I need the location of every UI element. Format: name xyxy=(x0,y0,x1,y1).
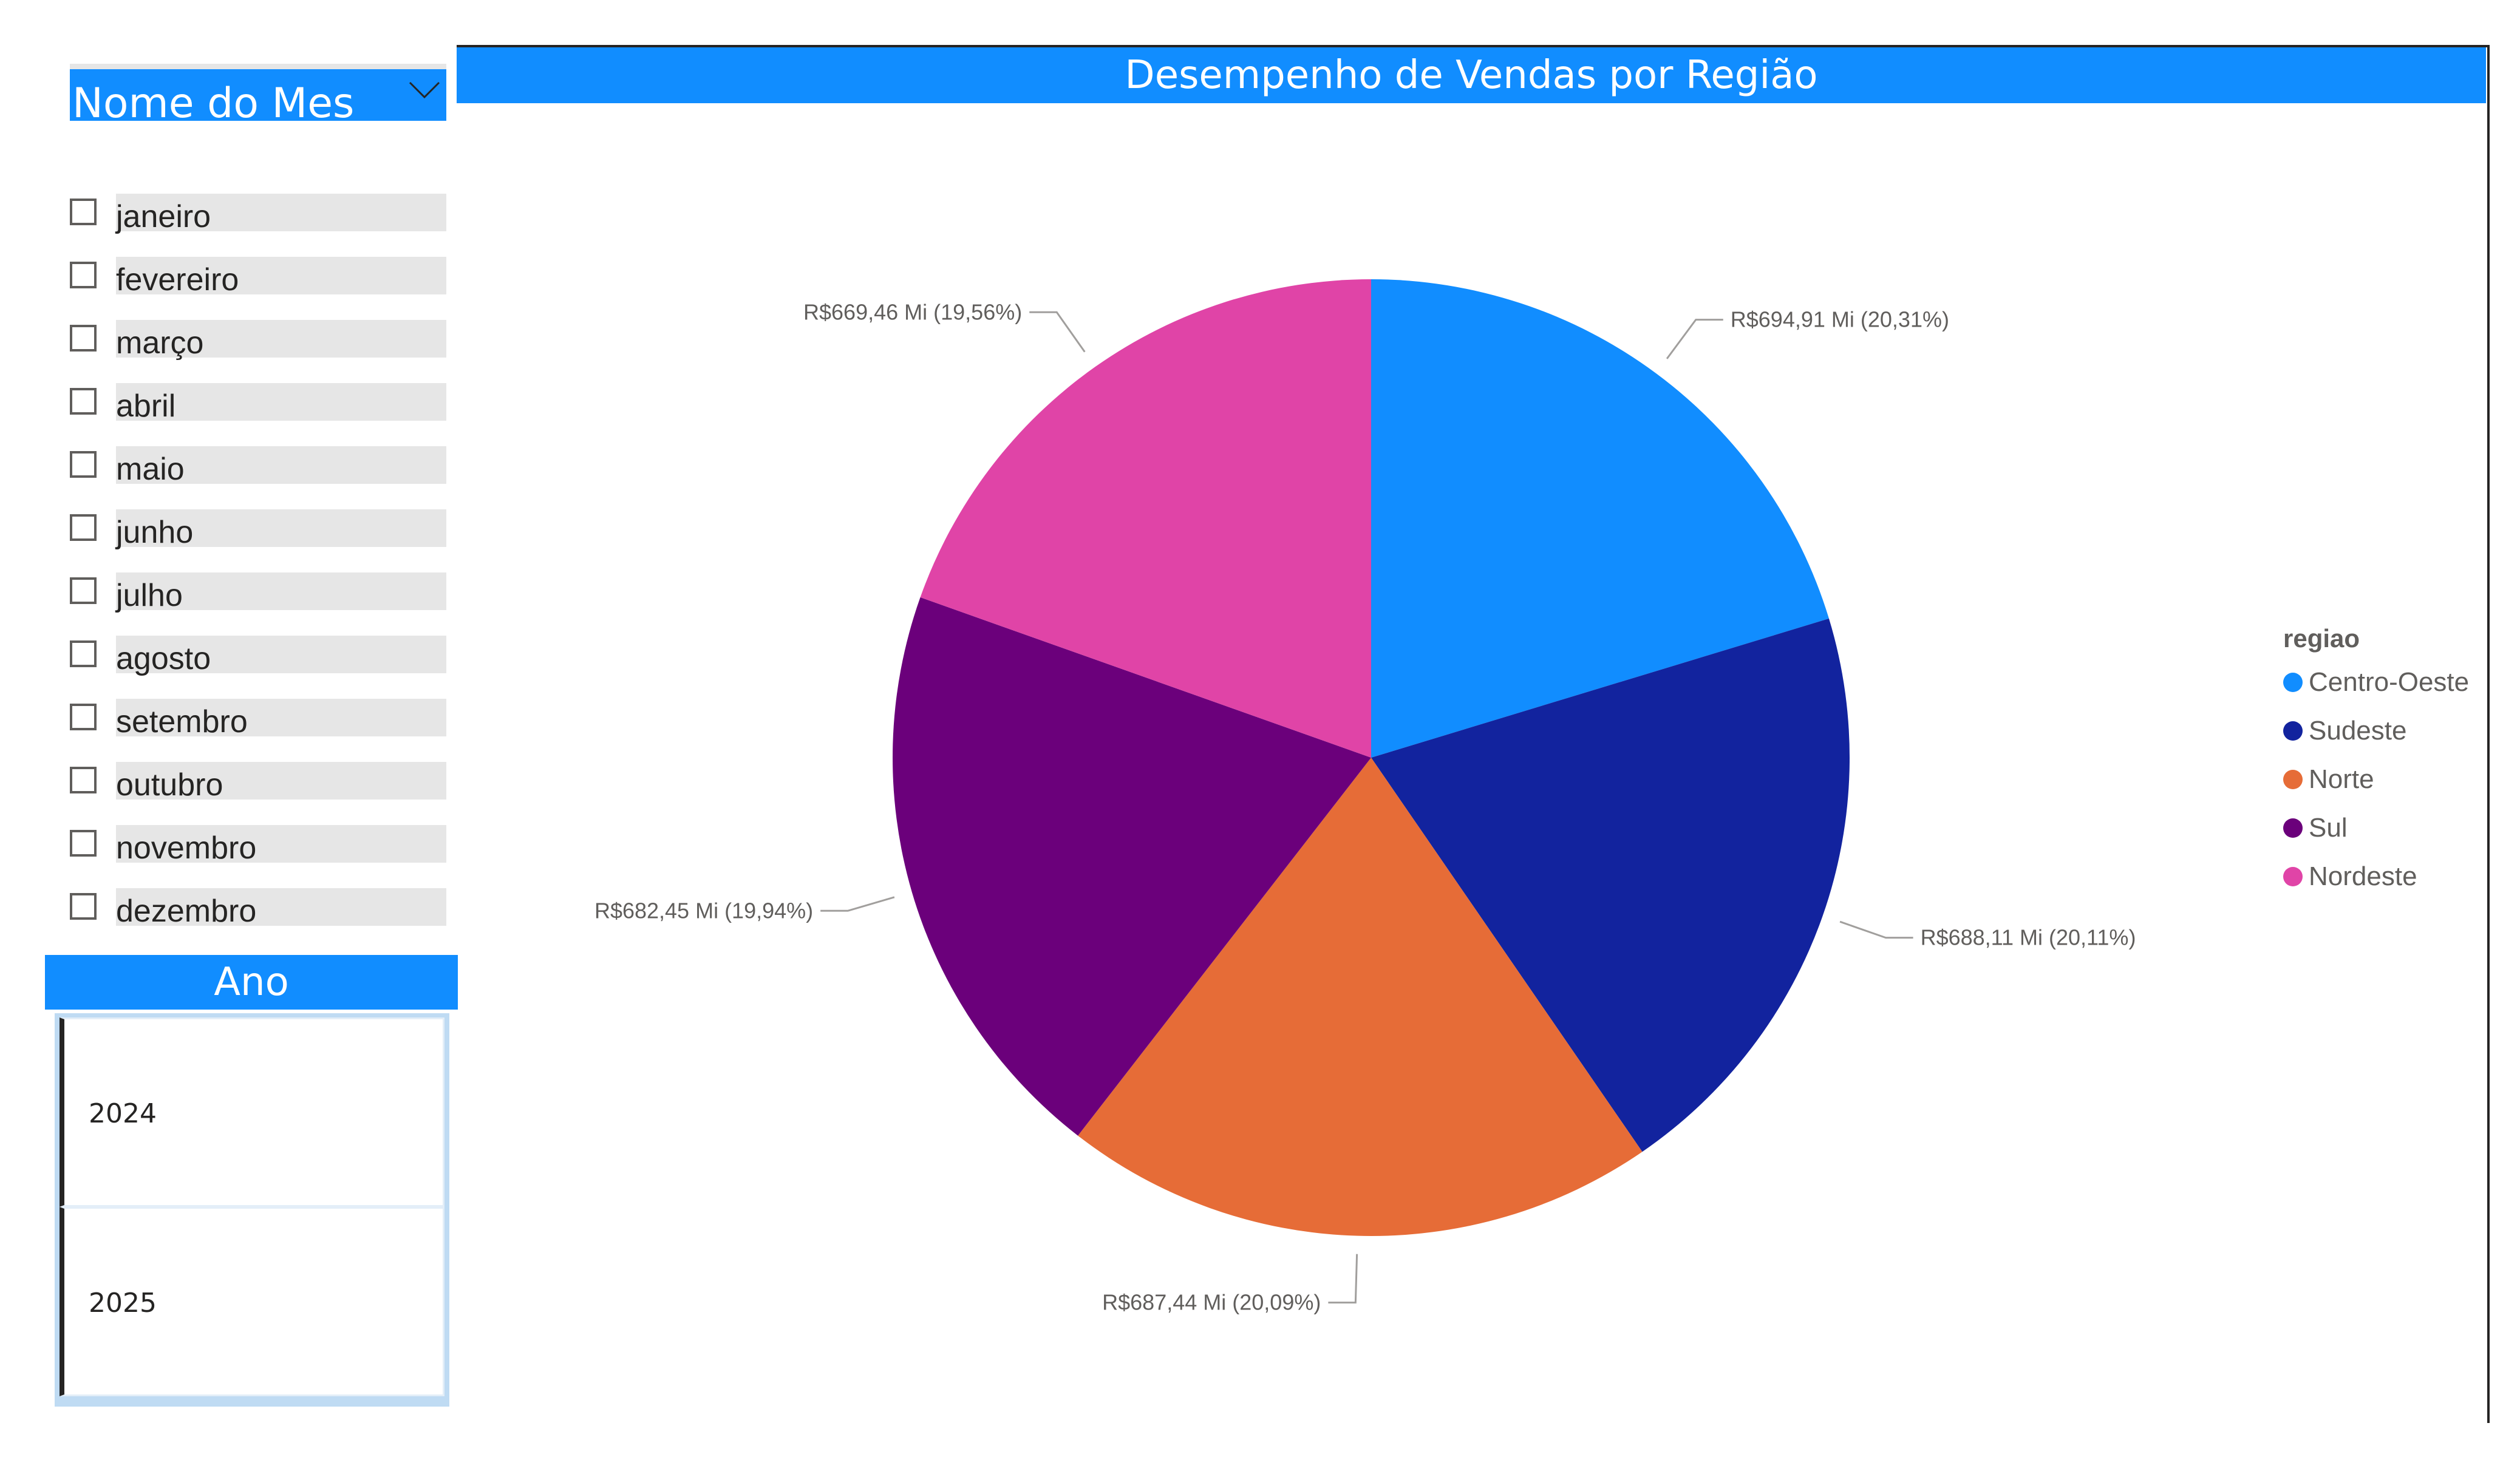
month-checkbox[interactable] xyxy=(70,514,97,541)
legend-swatch xyxy=(2283,770,2303,789)
pie-slice-norte[interactable] xyxy=(1078,758,1643,1236)
month-label: fevereiro xyxy=(116,257,446,297)
data-label: R$687,44 Mi (20,09%) xyxy=(1102,1290,1321,1315)
data-label: R$688,11 Mi (20,11%) xyxy=(1921,925,2136,950)
month-label: agosto xyxy=(116,636,446,676)
month-item-3[interactable]: abril xyxy=(70,310,446,424)
legend-item-1[interactable]: Sudeste xyxy=(2283,707,2469,755)
leader-line xyxy=(1839,920,1913,939)
month-label: março xyxy=(116,320,446,361)
month-item-5[interactable]: junho xyxy=(70,436,446,550)
month-item-2[interactable]: março xyxy=(70,247,446,361)
chart-frame xyxy=(457,45,2490,1423)
month-label: setembro xyxy=(116,699,446,739)
month-checkbox[interactable] xyxy=(70,893,97,920)
month-checkbox[interactable] xyxy=(70,262,97,288)
legend-title: regiao xyxy=(2283,624,2360,653)
leader-line xyxy=(820,896,895,912)
month-label: junho xyxy=(116,509,446,550)
month-label: dezembro xyxy=(116,888,446,929)
month-slicer-title: Nome do Mes xyxy=(72,80,355,127)
month-item-4[interactable]: maio xyxy=(70,373,446,487)
month-label: abril xyxy=(116,383,446,424)
month-slicer-header[interactable]: Nome do Mes xyxy=(70,64,446,127)
leader-line xyxy=(1328,1254,1358,1304)
month-checkbox[interactable] xyxy=(70,830,97,857)
legend-swatch xyxy=(2283,818,2303,838)
month-label: outubro xyxy=(116,762,446,803)
month-label: maio xyxy=(116,446,446,487)
month-checkbox[interactable] xyxy=(70,199,97,225)
month-label: julho xyxy=(116,572,446,613)
month-checkbox[interactable] xyxy=(70,451,97,478)
year-label: 2024 xyxy=(89,1098,157,1129)
legend-label: Nordeste xyxy=(2309,861,2417,891)
year-tile-2024[interactable]: 2024 xyxy=(60,1017,444,1207)
year-slicer-title: Ano xyxy=(45,955,458,1010)
legend-label: Centro-Oeste xyxy=(2309,667,2470,697)
month-checkbox[interactable] xyxy=(70,704,97,730)
legend-item-3[interactable]: Sul xyxy=(2283,804,2469,852)
chevron-down-icon[interactable] xyxy=(409,80,440,101)
data-label: R$669,46 Mi (19,56%) xyxy=(803,299,1022,324)
legend-item-0[interactable]: Centro-Oeste xyxy=(2283,658,2469,707)
chart-title: Desempenho de Vendas por Região xyxy=(1125,53,1818,98)
month-checkbox[interactable] xyxy=(70,388,97,415)
month-checkbox[interactable] xyxy=(70,640,97,667)
legend: regiao Centro-Oeste Sudeste Norte Sul Nordes… xyxy=(2283,619,2469,901)
month-item-7[interactable]: agosto xyxy=(70,563,446,676)
month-item-8[interactable]: setembro xyxy=(70,626,446,739)
legend-item-2[interactable]: Norte xyxy=(2283,755,2469,804)
pie-slice-sudeste[interactable] xyxy=(1371,618,1850,1152)
leader-line xyxy=(1029,311,1086,353)
month-list: janeiro fevereiro março abril maio junho julho… xyxy=(70,121,446,929)
legend-label: Sul xyxy=(2309,813,2348,843)
month-item-1[interactable]: fevereiro xyxy=(70,184,446,297)
year-label: 2025 xyxy=(89,1288,157,1319)
legend-item-4[interactable]: Nordeste xyxy=(2283,852,2469,901)
legend-label: Sudeste xyxy=(2309,716,2407,745)
legend-swatch xyxy=(2283,673,2303,692)
legend-swatch xyxy=(2283,867,2303,886)
month-item-6[interactable]: julho xyxy=(70,500,446,613)
pie-slice-centro-oeste[interactable] xyxy=(1371,279,1829,758)
legend-label: Norte xyxy=(2309,764,2374,794)
month-item-9[interactable]: outubro xyxy=(70,689,446,803)
legend-swatch xyxy=(2283,721,2303,741)
chart-title-bar: Desempenho de Vendas por Região xyxy=(457,47,2486,103)
data-label: R$682,45 Mi (19,94%) xyxy=(594,898,813,923)
data-label: R$694,91 Mi (20,31%) xyxy=(1731,307,1949,332)
year-slicer: Ano 2024 2025 xyxy=(45,955,458,1407)
pie-slice-nordeste[interactable] xyxy=(920,279,1371,758)
month-slicer: Nome do Mes janeiro fevereiro março abril ma… xyxy=(70,64,446,929)
month-checkbox[interactable] xyxy=(70,325,97,352)
month-checkbox[interactable] xyxy=(70,577,97,604)
month-label: novembro xyxy=(116,825,446,866)
leader-line xyxy=(1666,319,1723,359)
year-tiles: 2024 2025 xyxy=(55,1013,449,1407)
year-tile-2025[interactable]: 2025 xyxy=(60,1207,444,1396)
pie-slice-sul[interactable] xyxy=(892,597,1371,1136)
month-label: janeiro xyxy=(116,194,446,234)
month-item-10[interactable]: novembro xyxy=(70,752,446,866)
month-checkbox[interactable] xyxy=(70,767,97,793)
month-item-0[interactable]: janeiro xyxy=(70,121,446,234)
month-item-11[interactable]: dezembro xyxy=(70,815,446,929)
